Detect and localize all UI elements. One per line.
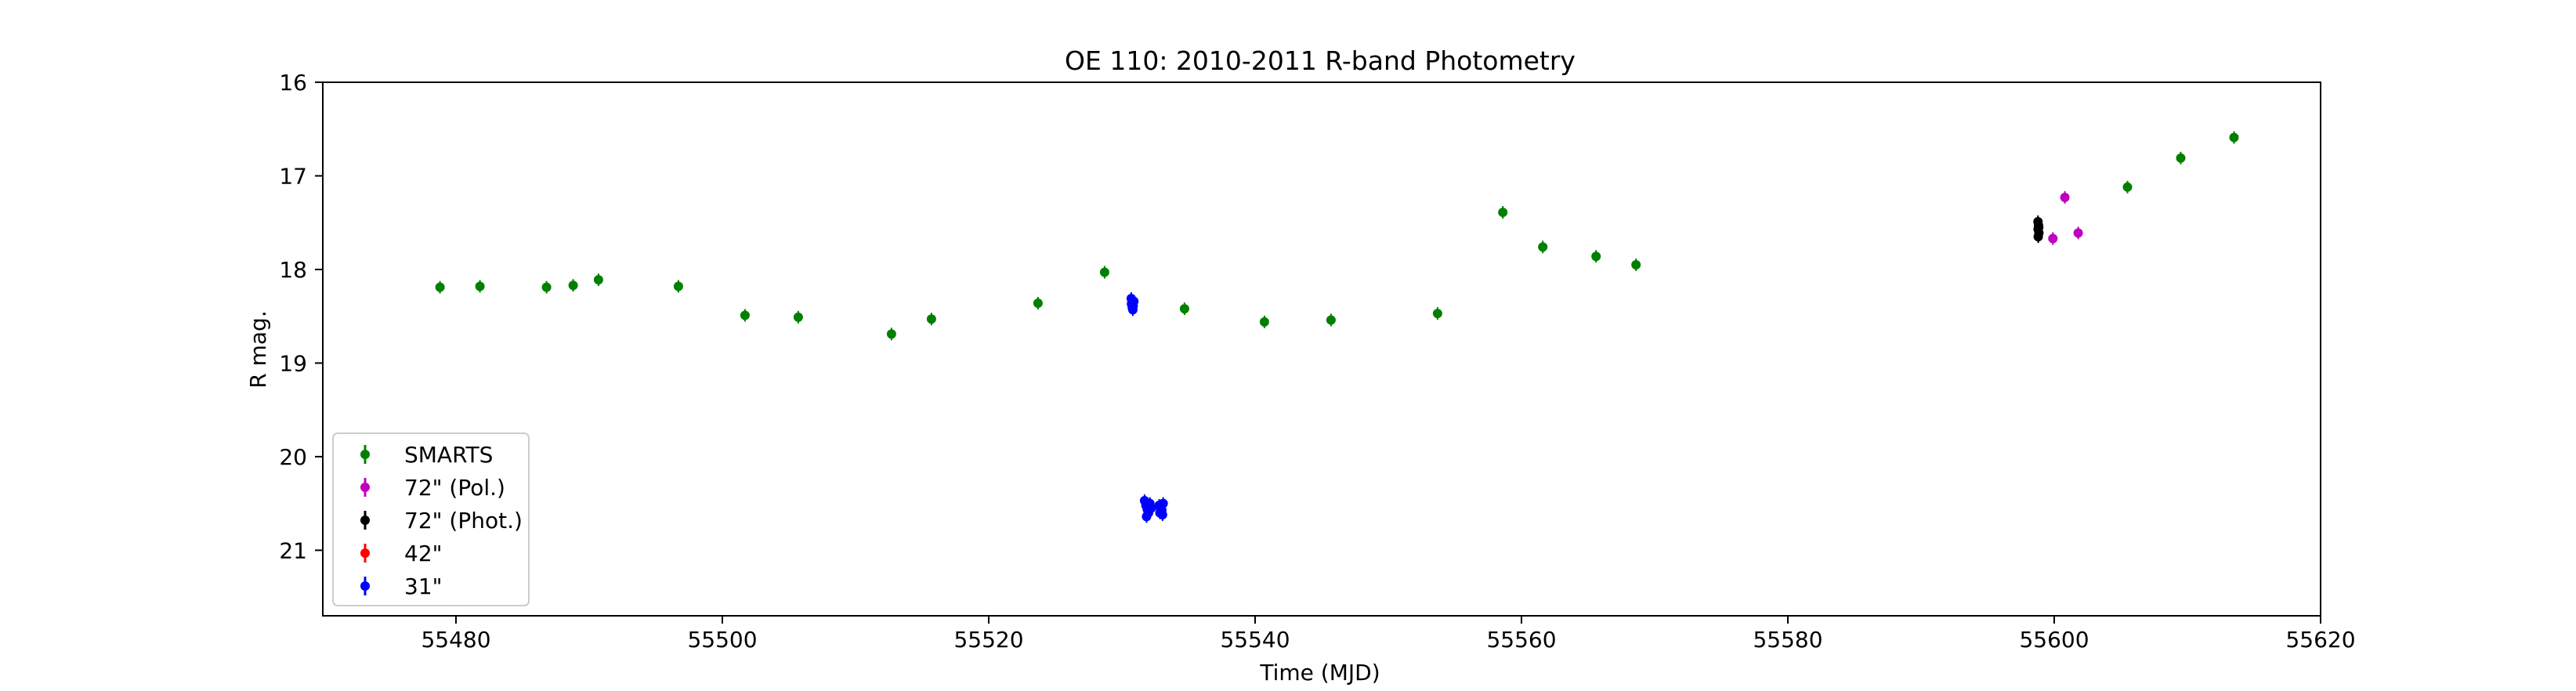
legend-label-72-pol: 72" (Pol.) — [404, 475, 505, 501]
y-tick-label: 17 — [279, 163, 307, 189]
data-point-smarts — [2122, 182, 2133, 192]
legend-box — [332, 432, 530, 606]
data-point-smarts — [793, 312, 803, 322]
legend-marker-smarts — [360, 450, 370, 459]
data-point-smarts — [1538, 242, 1548, 252]
legend-label-72-phot: 72" (Phot.) — [404, 508, 523, 534]
data-point-smarts — [1179, 304, 1189, 314]
x-tick-label: 55600 — [2019, 627, 2089, 653]
legend: SMARTS 72" (Pol.) 72" (Phot.) 42" 31" — [332, 432, 530, 606]
data-point-smarts — [886, 329, 896, 339]
data-point-smarts — [541, 282, 552, 292]
data-point-smarts — [926, 314, 936, 324]
x-tick-label: 55480 — [421, 627, 490, 653]
data-point-31 — [1127, 305, 1138, 315]
data-point-smarts — [1259, 317, 1269, 327]
data-point-smarts — [740, 310, 750, 320]
x-tick-label: 55500 — [687, 627, 757, 653]
data-point-smarts — [1498, 208, 1508, 218]
data-point-smarts — [568, 280, 578, 291]
y-axis: 16 17 18 19 20 21 — [279, 70, 323, 563]
data-point-smarts — [1099, 267, 1109, 277]
legend-label-31: 31" — [404, 573, 443, 599]
data-point-72-phot — [2033, 232, 2043, 242]
data-point-72-pol — [2060, 192, 2070, 202]
data-point-smarts — [2176, 153, 2186, 163]
data-point-31 — [1157, 509, 1167, 519]
chart-title: OE 110: 2010-2011 R-band Photometry — [1065, 45, 1576, 76]
x-tick-label: 55560 — [1486, 627, 1556, 653]
x-axis-label: Time (MJD) — [1259, 660, 1380, 686]
data-point-smarts — [435, 282, 445, 292]
data-point-smarts — [475, 281, 485, 291]
legend-marker-31 — [360, 581, 370, 591]
data-point-31 — [1129, 296, 1139, 306]
data-point-smarts — [1631, 259, 1641, 270]
data-point-smarts — [1432, 309, 1442, 319]
plot-area — [435, 131, 2239, 523]
data-point-smarts — [593, 275, 603, 285]
y-tick-label: 20 — [279, 444, 307, 470]
data-point-smarts — [1326, 315, 1336, 325]
legend-label-42: 42" — [404, 541, 443, 566]
data-point-72-pol — [2048, 233, 2058, 244]
legend-marker-72-phot — [360, 516, 370, 525]
y-tick-label: 21 — [279, 537, 307, 563]
data-point-72-pol — [2073, 228, 2083, 238]
data-point-smarts — [1033, 298, 1043, 308]
data-point-31 — [1143, 506, 1153, 516]
data-point-smarts — [1591, 251, 1601, 262]
data-point-72-phot — [2034, 222, 2044, 233]
legend-marker-72-pol — [360, 483, 370, 492]
x-tick-label: 55620 — [2285, 627, 2355, 653]
y-tick-label: 18 — [279, 257, 307, 283]
legend-label-smarts: SMARTS — [404, 442, 493, 468]
x-axis: 55480 55500 55520 55540 55560 55580 55600 55620 — [421, 616, 2356, 653]
y-axis-label: R mag. — [245, 310, 271, 388]
x-tick-label: 55520 — [953, 627, 1023, 653]
data-point-smarts — [673, 281, 683, 291]
y-tick-label: 19 — [279, 350, 307, 376]
legend-marker-42 — [360, 548, 370, 558]
x-tick-label: 55580 — [1753, 627, 1822, 653]
data-point-smarts — [2229, 132, 2239, 143]
y-tick-label: 16 — [279, 70, 307, 96]
plot-frame — [322, 81, 2321, 617]
data-point-31 — [1158, 498, 1168, 508]
x-tick-label: 55540 — [1220, 627, 1290, 653]
